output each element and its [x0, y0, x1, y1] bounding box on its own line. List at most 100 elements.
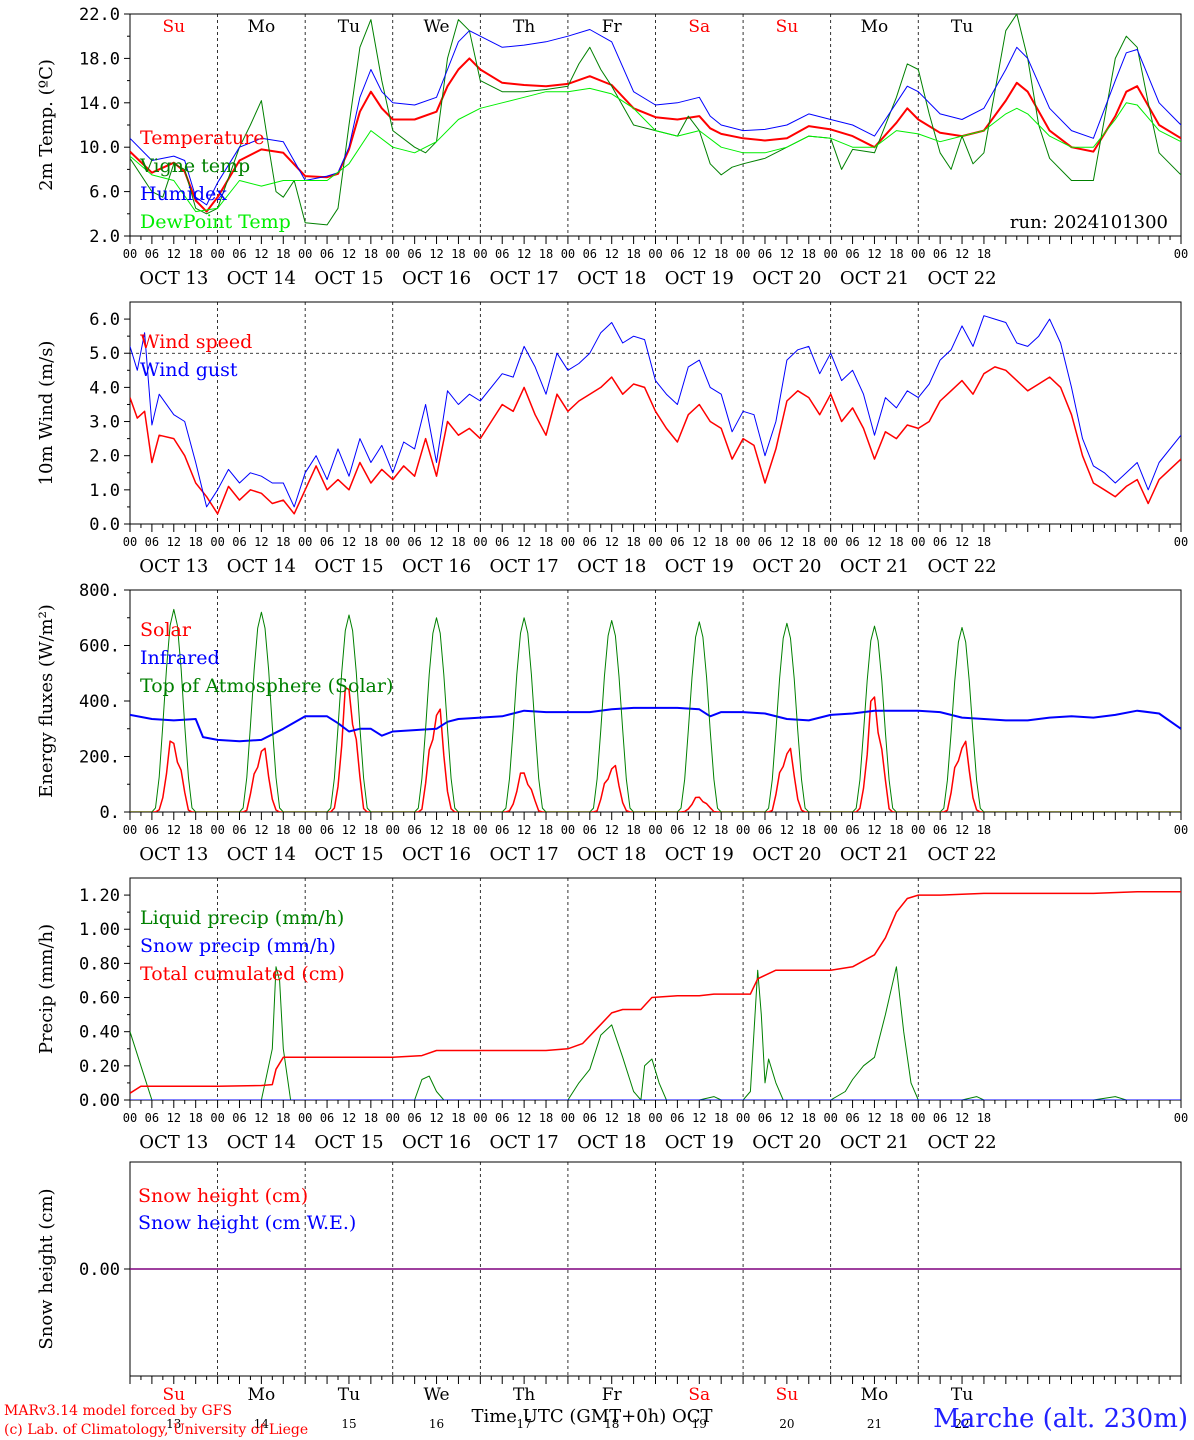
day-abbr-label: Tu	[338, 17, 360, 37]
day-abbr-label: Su	[162, 1385, 185, 1405]
day-abbr-label: Mo	[248, 1385, 276, 1405]
day-number-label: 18	[604, 1417, 619, 1431]
x-hour-label: 06	[232, 823, 246, 837]
x-hour-label: 06	[670, 823, 684, 837]
x-hour-label: 06	[670, 247, 684, 261]
series-line-vigne-temp	[130, 14, 1181, 226]
x-hour-label: 00	[1174, 247, 1188, 261]
legend-entry: Infrared	[140, 647, 220, 669]
x-hour-label: 12	[692, 823, 706, 837]
x-hour-label: 06	[495, 823, 509, 837]
legend-entry: Solar	[140, 619, 192, 641]
y-tick-label: 1.0	[89, 481, 120, 501]
day-abbr-label: Fr	[602, 1385, 623, 1405]
x-hour-label: 18	[714, 535, 728, 549]
x-hour-label: 18	[626, 247, 640, 261]
x-hour-label: 18	[539, 535, 553, 549]
x-date-label: OCT 14	[227, 556, 296, 577]
x-hour-label: 00	[736, 823, 750, 837]
x-hour-label: 06	[407, 247, 421, 261]
legend-entry: DewPoint Temp	[140, 211, 291, 233]
x-hour-label: 06	[320, 1111, 334, 1125]
series-line-wind-speed	[130, 366, 1181, 515]
x-hour-label: 12	[429, 823, 443, 837]
x-date-label: OCT 14	[227, 1132, 296, 1153]
y-tick-label: 10.0	[79, 138, 120, 158]
day-abbr-label: We	[423, 1385, 449, 1405]
x-hour-label: 06	[758, 1111, 772, 1125]
x-date-label: OCT 15	[314, 1132, 383, 1153]
x-hour-label: 00	[911, 247, 925, 261]
x-hour-label: 06	[933, 1111, 947, 1125]
x-hour-label: 00	[123, 247, 137, 261]
x-date-label: OCT 17	[490, 268, 559, 289]
y-tick-label: 0.60	[79, 989, 120, 1009]
y-tick-label: 5.0	[89, 344, 120, 364]
legend-entry: Wind gust	[140, 359, 238, 381]
x-hour-label: 18	[539, 247, 553, 261]
x-hour-label: 00	[1174, 823, 1188, 837]
y-axis-label: Snow height (cm)	[36, 1188, 57, 1349]
x-hour-label: 18	[802, 535, 816, 549]
x-hour-label: 06	[232, 1111, 246, 1125]
day-abbr-label: Su	[776, 1385, 799, 1405]
x-date-label: OCT 21	[840, 1132, 909, 1153]
day-abbr-label: Tu	[338, 1385, 360, 1405]
x-hour-label: 06	[845, 1111, 859, 1125]
y-axis-label: 2m Temp. (ºC)	[36, 59, 57, 191]
x-date-label: OCT 16	[402, 1132, 471, 1153]
x-hour-label: 00	[561, 247, 575, 261]
x-date-label: OCT 21	[840, 556, 909, 577]
day-abbr-label: Su	[776, 17, 799, 37]
x-date-label: OCT 19	[665, 268, 734, 289]
y-tick-label: 22.0	[79, 5, 120, 25]
x-hour-label: 18	[977, 535, 991, 549]
x-hour-label: 18	[889, 535, 903, 549]
x-hour-label: 18	[276, 823, 290, 837]
x-hour-label: 12	[955, 823, 969, 837]
series-group	[130, 608, 1181, 812]
panel-1: 2.0 6.0 10.0 14.0 18.0 22.0 2m Temp. (ºC) 00 06 1…	[36, 5, 1188, 289]
series-line-dewpoint-temp	[130, 87, 1181, 213]
x-date-label: OCT 20	[752, 556, 821, 577]
x-hour-label: 00	[210, 535, 224, 549]
y-tick-label: 6.0	[89, 183, 120, 203]
x-hour-label: 06	[670, 1111, 684, 1125]
day-abbr-label: Fr	[602, 17, 623, 37]
x-hour-label: 00	[386, 823, 400, 837]
x-hour-label: 18	[276, 1111, 290, 1125]
x-hour-label: 18	[626, 823, 640, 837]
x-hour-label: 18	[276, 535, 290, 549]
x-hour-label: 12	[867, 823, 881, 837]
legend-entry: Temperature	[140, 127, 264, 149]
x-hour-label: 00	[386, 1111, 400, 1125]
x-hour-label: 12	[867, 1111, 881, 1125]
x-hour-label: 00	[298, 823, 312, 837]
x-hour-label: 18	[364, 823, 378, 837]
x-hour-label: 12	[780, 823, 794, 837]
x-hour-label: 06	[232, 535, 246, 549]
x-hour-label: 18	[188, 247, 202, 261]
x-hour-label: 12	[955, 535, 969, 549]
series-group	[130, 890, 1181, 1100]
day-number-label: 21	[867, 1417, 882, 1431]
day-abbr-label: Mo	[248, 17, 276, 37]
x-hour-label: 12	[167, 1111, 181, 1125]
x-hour-label: 06	[145, 1111, 159, 1125]
y-tick-label: 0.20	[79, 1057, 120, 1077]
x-hour-label: 06	[320, 247, 334, 261]
x-hour-label: 00	[473, 535, 487, 549]
x-date-label: OCT 21	[840, 268, 909, 289]
x-hour-label: 00	[298, 535, 312, 549]
x-date-label: OCT 17	[490, 556, 559, 577]
x-hour-label: 12	[254, 535, 268, 549]
x-hour-label: 00	[648, 535, 662, 549]
x-hour-label: 00	[473, 1111, 487, 1125]
x-date-label: OCT 13	[139, 268, 208, 289]
x-hour-label: 06	[758, 535, 772, 549]
footer-copyright: (c) Lab. of Climatology, University of L…	[4, 1422, 308, 1438]
day-abbr-label: Su	[162, 17, 185, 37]
x-date-label: OCT 20	[752, 1132, 821, 1153]
x-hour-label: 00	[210, 247, 224, 261]
x-hour-label: 12	[780, 1111, 794, 1125]
